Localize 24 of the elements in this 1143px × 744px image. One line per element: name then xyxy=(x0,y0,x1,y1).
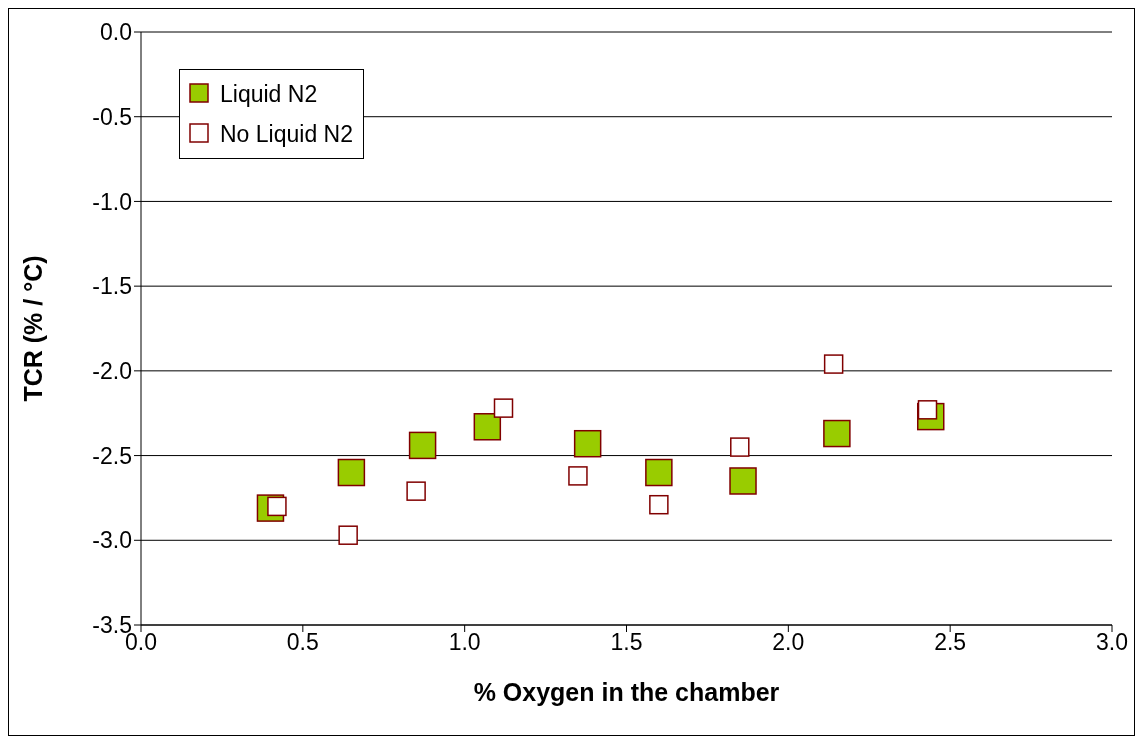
point xyxy=(473,413,502,441)
point xyxy=(408,431,437,460)
legend-label: Liquid N2 xyxy=(220,80,318,108)
x-tick-label: 1.0 xyxy=(448,629,481,656)
point xyxy=(573,429,602,458)
y-tick-label: -0.5 xyxy=(92,103,132,130)
y-tick-label: -2.0 xyxy=(92,358,132,385)
y-axis-title: TCR (% / °C) xyxy=(18,255,47,402)
y-tick-label: -1.5 xyxy=(92,273,132,300)
x-tick-label: 2.0 xyxy=(772,629,805,656)
y-tick-label: -2.5 xyxy=(92,442,132,469)
x-axis-title: % Oxygen in the chamber xyxy=(473,678,780,706)
x-tick-label: 0.5 xyxy=(286,629,319,656)
legend-label: No Liquid N2 xyxy=(220,120,353,148)
point xyxy=(729,467,757,495)
point xyxy=(823,419,851,448)
x-tick-label: 1.5 xyxy=(610,629,643,656)
x-tick-label: 3.0 xyxy=(1096,629,1128,656)
y-tick-label: -1.0 xyxy=(92,188,132,215)
x-tick-label: 2.5 xyxy=(934,629,967,656)
point xyxy=(337,458,366,487)
point xyxy=(645,458,673,487)
y-tick-label: 0.0 xyxy=(100,19,132,46)
y-tick-label: -3.0 xyxy=(92,527,132,554)
